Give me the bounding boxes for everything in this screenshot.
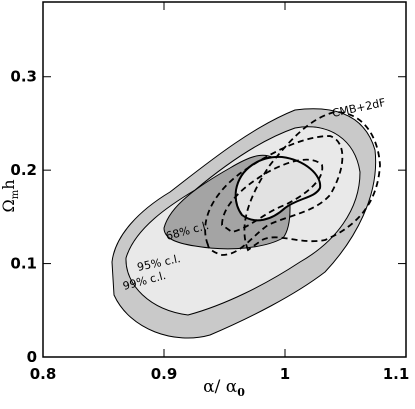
y-tick-label: 0 xyxy=(27,348,37,366)
cmb-inner xyxy=(221,158,323,233)
annotation: CMB+2dF xyxy=(331,96,387,120)
cmb-mid xyxy=(204,135,344,256)
x-tick-label: 0.9 xyxy=(151,365,178,383)
x-tick-label: 1 xyxy=(280,365,290,383)
y-tick-label: 0.1 xyxy=(10,255,37,273)
cmb-outer xyxy=(243,111,381,252)
x-tick-label: 1.1 xyxy=(383,365,410,383)
y-tick-label: 0.2 xyxy=(10,161,37,179)
x-label-text: α/ α xyxy=(203,377,238,397)
x-tick-label: 0.8 xyxy=(30,365,57,383)
contours xyxy=(111,108,381,339)
x-label-sub: 0 xyxy=(237,386,245,399)
y-label-tail: h xyxy=(0,179,18,189)
x-axis-label: α/ α0 xyxy=(203,377,245,399)
y-axis-label: Ωmh xyxy=(0,179,21,212)
plot-frame xyxy=(42,1,407,358)
contour-inner xyxy=(234,155,322,222)
y-tick-label: 0.3 xyxy=(10,68,37,86)
y-label-sub: m xyxy=(10,189,21,199)
y-label-text: Ω xyxy=(0,199,18,212)
